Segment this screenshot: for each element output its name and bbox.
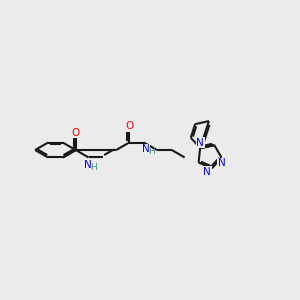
Text: N: N (196, 137, 204, 148)
Text: H: H (148, 147, 155, 156)
Text: N: N (142, 144, 149, 154)
Text: O: O (125, 121, 133, 131)
Text: N: N (84, 160, 92, 170)
Text: O: O (72, 128, 80, 138)
Text: H: H (91, 163, 97, 172)
Text: N: N (203, 167, 211, 176)
Text: N: N (218, 158, 225, 168)
